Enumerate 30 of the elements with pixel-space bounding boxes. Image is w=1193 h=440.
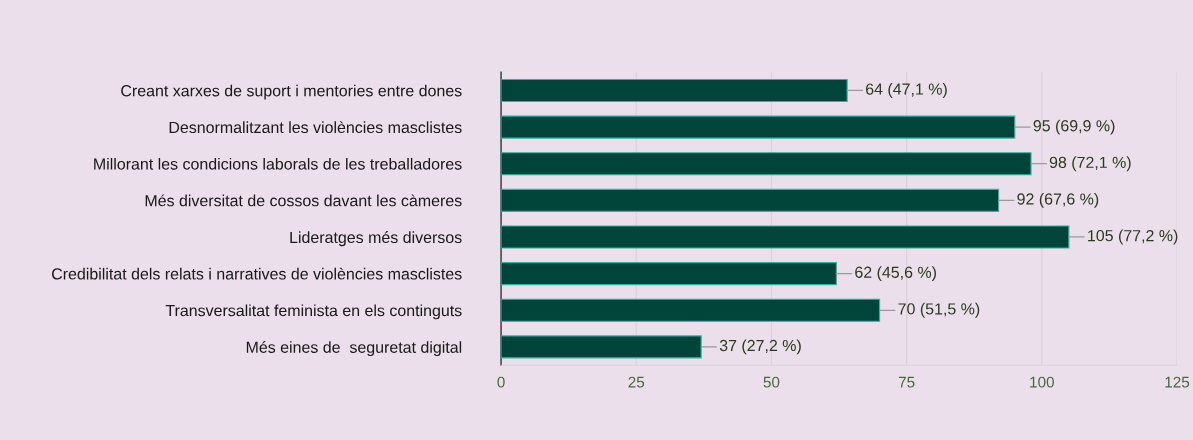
data-label: 105 (77,2 %): [1088, 229, 1178, 245]
bar: [501, 78, 848, 103]
data-label: 92 (67,6 %): [1017, 192, 1099, 208]
bar: [501, 335, 702, 359]
data-label: 62 (45,6 %): [855, 266, 936, 282]
bar: [501, 262, 837, 286]
y-tick-label: Millorant les condicions laborals de les treballadores: [94, 157, 462, 170]
y-tick-label: Creant xarxes de suport i mentories entre dones: [121, 84, 462, 100]
data-label: 37 (27,2 %): [719, 339, 801, 355]
data-label: 64 (47,1 %): [866, 83, 947, 98]
y-tick-label: Lideratges més diversos: [290, 231, 462, 247]
x-tick-label: 125: [1165, 376, 1190, 388]
y-tick-label: Més diversitat de cossos davant les càmeres: [145, 194, 462, 207]
data-label: 70 (51,5 %): [898, 302, 980, 318]
bar: [501, 298, 881, 322]
data-label: 98 (72,1 %): [1049, 156, 1131, 172]
y-tick-label: Desnormalitzant les violències masclistes: [169, 121, 462, 134]
x-tick-label: 0: [497, 376, 505, 388]
x-tick-label: 50: [763, 376, 780, 388]
bar: [501, 225, 1070, 249]
bar: [501, 188, 1000, 212]
x-tick-label: 75: [898, 376, 915, 388]
data-label: 95 (69,9 %): [1033, 119, 1115, 135]
bar: [501, 152, 1032, 176]
y-tick-label: Credibilitat dels relats i narratives de violències masclistes: [52, 267, 462, 280]
x-tick-label: 100: [1030, 376, 1054, 388]
y-tick-label: Més eines de seguretat digital: [246, 341, 462, 357]
bar: [501, 115, 1016, 139]
x-tick-label: 25: [628, 376, 645, 388]
y-tick-label: Transversalitat feminista en els continguts: [165, 304, 462, 320]
